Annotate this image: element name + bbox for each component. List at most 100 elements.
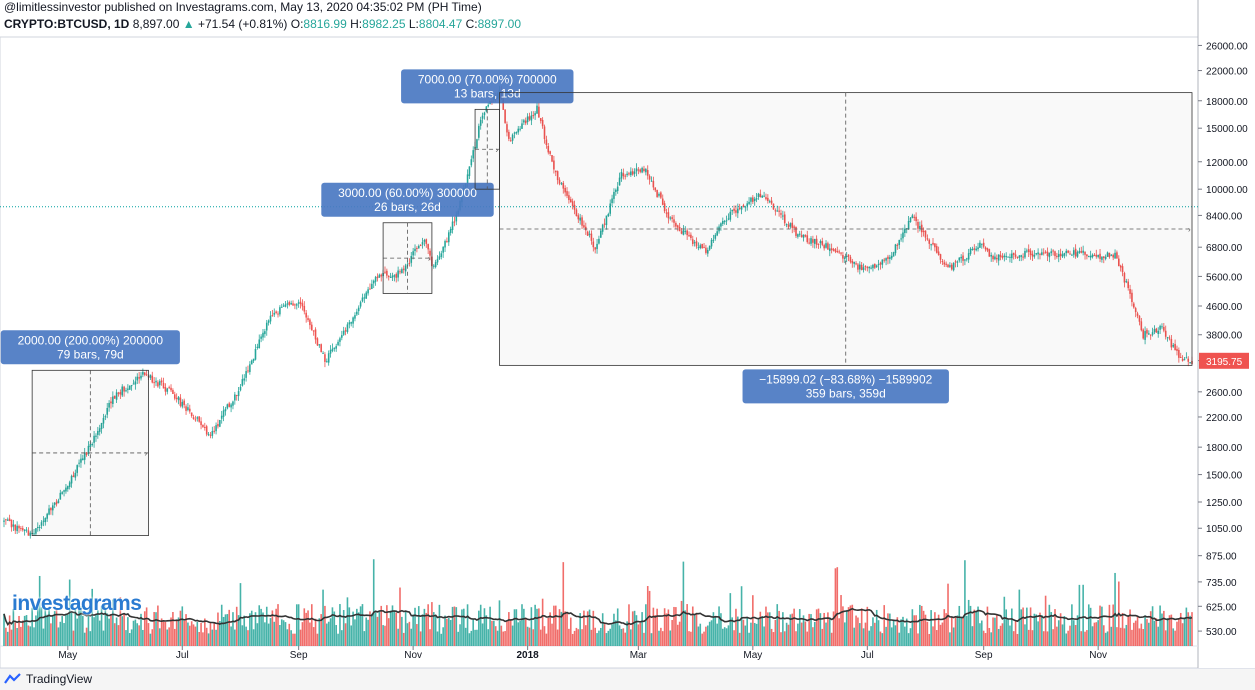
volume-bar xyxy=(61,616,63,646)
candle-body xyxy=(539,118,542,121)
candle-body xyxy=(80,458,82,463)
candle-body xyxy=(275,311,277,313)
candle-body xyxy=(82,458,84,461)
volume-bar xyxy=(997,628,1000,646)
volume-bar xyxy=(1168,615,1171,646)
volume-bar xyxy=(211,629,214,646)
candle-body xyxy=(975,248,977,251)
volume-bar xyxy=(371,613,373,646)
candle-body xyxy=(705,247,707,253)
candle-body xyxy=(451,221,454,230)
candle-body xyxy=(1052,250,1054,252)
candle-body xyxy=(907,221,910,230)
candle-body xyxy=(185,406,187,411)
candle-body xyxy=(881,259,884,265)
volume-bar xyxy=(134,619,137,646)
time-tick-label: Jul xyxy=(176,650,189,661)
candle-body xyxy=(821,241,824,245)
volume-bar xyxy=(990,632,992,646)
volume-bar xyxy=(53,610,56,646)
candle-body xyxy=(639,169,642,172)
candle-body xyxy=(977,247,979,250)
volume-bar xyxy=(825,622,827,646)
candle-body xyxy=(372,280,375,284)
volume-bar xyxy=(943,609,946,646)
volume-bar xyxy=(55,609,58,646)
volume-bar xyxy=(898,632,901,646)
volume-bar xyxy=(855,615,857,646)
change-arrow-icon: ▲ xyxy=(182,17,195,31)
volume-bar xyxy=(93,617,95,646)
volume-bar xyxy=(915,615,917,646)
volume-bar xyxy=(962,616,964,646)
candle-body xyxy=(646,170,649,176)
measure-label-box xyxy=(742,369,949,404)
volume-bar xyxy=(830,632,833,646)
candle-body xyxy=(752,197,754,202)
time-tick-label: May xyxy=(58,650,77,661)
candle-body xyxy=(534,113,536,116)
candle-body xyxy=(997,254,1000,261)
volume-bar xyxy=(560,611,563,646)
investagrams-logo: investagrams xyxy=(12,592,142,615)
candle-body xyxy=(205,426,208,435)
volume-bar xyxy=(748,632,750,646)
price-tick-label: 5600.00 xyxy=(1206,272,1243,283)
volume-bar xyxy=(16,627,18,646)
volume-bar xyxy=(354,619,356,646)
symbol-label[interactable]: CRYPTO:BTCUSD, 1D xyxy=(4,17,130,31)
volume-bar xyxy=(434,615,437,646)
candle-body xyxy=(1095,254,1098,257)
candle-body xyxy=(922,230,925,233)
volume-bar xyxy=(14,622,17,646)
candle-body xyxy=(996,257,998,260)
candle-body xyxy=(521,123,523,129)
volume-bar xyxy=(999,625,1002,646)
volume-bar xyxy=(1121,612,1124,646)
volume-bar xyxy=(449,620,452,646)
candle-body xyxy=(648,175,651,180)
volume-bar xyxy=(949,632,951,646)
volume-bar xyxy=(1086,630,1088,646)
volume-bar xyxy=(65,613,67,646)
volume-bar xyxy=(541,598,544,646)
tradingview-link[interactable]: TradingView xyxy=(4,672,92,686)
volume-bar xyxy=(299,629,302,646)
volume-bar xyxy=(860,608,863,646)
volume-bar xyxy=(930,610,932,646)
candle-body xyxy=(564,187,566,193)
candle-body xyxy=(1172,344,1175,347)
candle-body xyxy=(932,242,934,245)
volume-bar xyxy=(1174,630,1176,646)
volume-bar xyxy=(1176,621,1178,646)
candle-body xyxy=(85,452,88,455)
candle-body xyxy=(658,193,660,196)
candle-body xyxy=(581,217,583,226)
candle-body xyxy=(455,214,458,222)
volume-bar xyxy=(1164,630,1167,646)
candle-body xyxy=(879,262,882,265)
candle-body xyxy=(703,246,705,248)
candle-body xyxy=(1144,331,1146,340)
volume-bar xyxy=(89,631,92,646)
candle-body xyxy=(1140,321,1143,331)
price-chart[interactable]: 26000.00 22000.00 18000.00 15000.00 12000.00… xyxy=(0,0,1255,668)
volume-bar xyxy=(1095,622,1098,646)
candle-body xyxy=(282,305,285,307)
volume-bar xyxy=(840,595,842,646)
volume-bar xyxy=(791,613,794,646)
price-tick-label: 875.00 xyxy=(1206,552,1237,563)
volume-bar xyxy=(213,623,215,646)
candle-body xyxy=(947,264,949,268)
volume-bar xyxy=(438,604,441,646)
volume-bar xyxy=(539,629,542,646)
volume-bar xyxy=(982,630,985,646)
volume-bar xyxy=(1104,632,1107,646)
volume-bar xyxy=(879,631,882,646)
candle-body xyxy=(950,264,953,270)
volume-bar xyxy=(650,633,653,646)
volume-bar xyxy=(652,607,655,646)
volume-bar xyxy=(782,612,784,646)
candle-body xyxy=(10,519,13,528)
volume-bar xyxy=(5,627,7,646)
